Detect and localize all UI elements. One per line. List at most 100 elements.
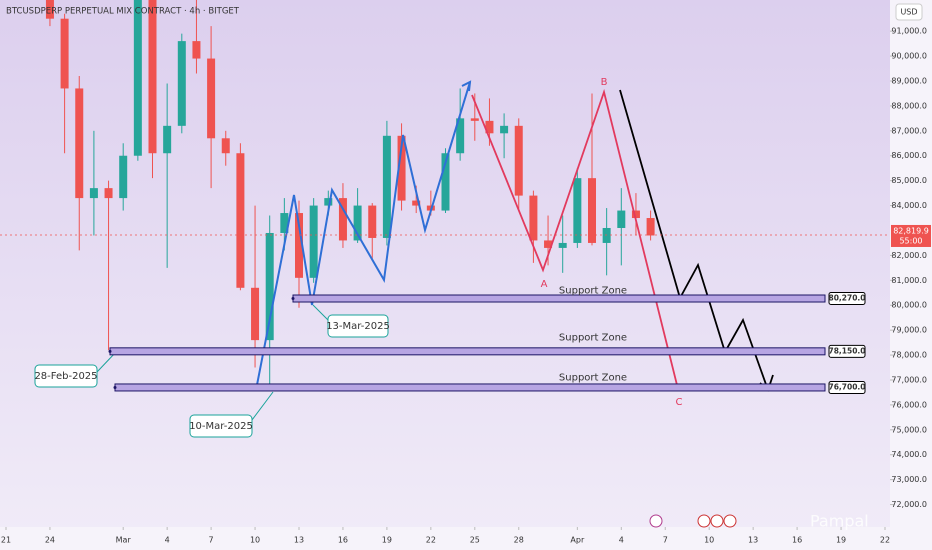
blue-wave: [255, 81, 471, 391]
y-tick-label: 72,000.0: [891, 500, 927, 509]
x-tick-label: 28: [514, 536, 524, 545]
y-tick-label: 81,000.0: [891, 276, 927, 285]
y-tick-label: 76,000.0: [891, 400, 927, 409]
candle-body: [309, 205, 318, 278]
currency: USD: [900, 8, 917, 17]
y-tick-label: 84,000.0: [891, 201, 927, 210]
candle-body: [119, 155, 128, 199]
x-tick-label: 10: [704, 536, 714, 545]
wave-label: C: [676, 397, 683, 408]
arrow-head: [461, 80, 472, 92]
callout-pointer: [251, 391, 274, 421]
zone-price-box: [828, 292, 866, 306]
zone-price: 76,700.0: [828, 382, 865, 391]
last-price-box: [891, 224, 931, 247]
candle-body: [631, 210, 640, 219]
candle-body: [646, 218, 655, 236]
zone-anchor: [108, 349, 112, 353]
candle-body: [368, 205, 377, 238]
x-tick-label: 13: [294, 536, 304, 545]
candle-body: [133, 0, 142, 156]
x-tick-label: 22: [426, 536, 436, 545]
y-tick-label: 90,000.0: [891, 52, 927, 61]
y-tick-label: 89,000.0: [891, 76, 927, 85]
candle-body: [573, 178, 582, 243]
y-tick-label: 73,000.0: [891, 475, 927, 484]
candle-body: [265, 232, 274, 341]
callout-text: 13-Mar-2025: [326, 321, 390, 332]
price-axis: [890, 0, 932, 550]
x-tick-label: 4: [619, 536, 624, 545]
x-tick-label: 7: [663, 536, 668, 545]
zone-price-box: [828, 380, 866, 394]
chart-title: BTCUSDPERP PERPETUAL MIX CONTRACT · 4h ·…: [6, 7, 240, 17]
y-tick-label: 86,000.0: [891, 151, 927, 160]
currency-box: [895, 3, 923, 21]
event-icon[interactable]: [710, 514, 724, 528]
zone-price: 78,150.0: [828, 346, 865, 355]
candle-body: [514, 125, 523, 196]
candle-body: [324, 198, 333, 206]
x-tick-label: 13: [748, 536, 758, 545]
y-tick-label: 80,000.0: [891, 301, 927, 310]
countdown: 55:00: [899, 236, 922, 245]
zone-price: 80,270.0: [828, 294, 865, 303]
candle-body: [558, 242, 567, 248]
candle-body: [500, 125, 509, 134]
candle-body: [104, 188, 113, 199]
x-tick-label: 24: [45, 536, 55, 545]
x-tick-label: 4: [165, 536, 170, 545]
candle-body: [602, 227, 611, 243]
candle-body: [617, 210, 626, 228]
candle-body: [148, 0, 157, 154]
x-tick-label: 21: [1, 536, 11, 545]
zone-name: Support Zone: [559, 332, 627, 343]
callout-pointer: [312, 304, 329, 321]
time-axis: [0, 527, 932, 550]
black-wave: [619, 89, 769, 391]
x-tick-label: Apr: [570, 536, 585, 545]
zone-name: Support Zone: [559, 372, 627, 383]
candle-body: [192, 41, 201, 59]
y-tick-label: 85,000.0: [891, 176, 927, 185]
x-tick-label: 19: [836, 536, 846, 545]
candle-body: [470, 118, 479, 121]
candle-body: [251, 287, 260, 341]
candle-body: [60, 18, 69, 89]
drawings: A B C 28-Feb-2025 10-Mar-2025 13-Mar-202…: [34, 77, 866, 438]
zone-anchor: [113, 385, 117, 389]
red-wave: [471, 88, 678, 386]
y-tick-label: 75,000.0: [891, 425, 927, 434]
event-icon[interactable]: [697, 514, 711, 528]
candle-body: [382, 135, 391, 238]
zone-price-box: [828, 344, 866, 358]
y-tick-label: 74,000.0: [891, 450, 927, 459]
candle-body: [456, 118, 465, 154]
candle-body: [529, 195, 538, 241]
x-tick-label: Mar: [116, 536, 132, 545]
callout-box: [189, 414, 253, 438]
candle-body: [75, 88, 84, 199]
support-zone: [114, 383, 826, 392]
candle-body: [397, 135, 406, 201]
candle-body: [45, 0, 54, 19]
y-tick-label: 82,000.0: [891, 251, 927, 260]
support-zone: [109, 347, 826, 356]
zone-anchor: [291, 297, 295, 301]
candle-body: [163, 125, 172, 154]
x-tick-label: 10: [250, 536, 260, 545]
event-icon[interactable]: [649, 514, 663, 528]
x-tick-label: 16: [338, 536, 348, 545]
y-tick-label: 79,000.0: [891, 326, 927, 335]
candle-body: [485, 120, 494, 134]
event-icon[interactable]: [723, 514, 737, 528]
candle-body: [544, 240, 553, 248]
x-tick-label: 16: [792, 536, 802, 545]
candle-body: [441, 153, 450, 211]
x-tick-label: 22: [880, 536, 890, 545]
candle-body: [588, 178, 596, 243]
y-tick-label: 91,000.0: [891, 27, 927, 36]
callout-box: [34, 364, 98, 388]
candle-body: [207, 58, 216, 139]
